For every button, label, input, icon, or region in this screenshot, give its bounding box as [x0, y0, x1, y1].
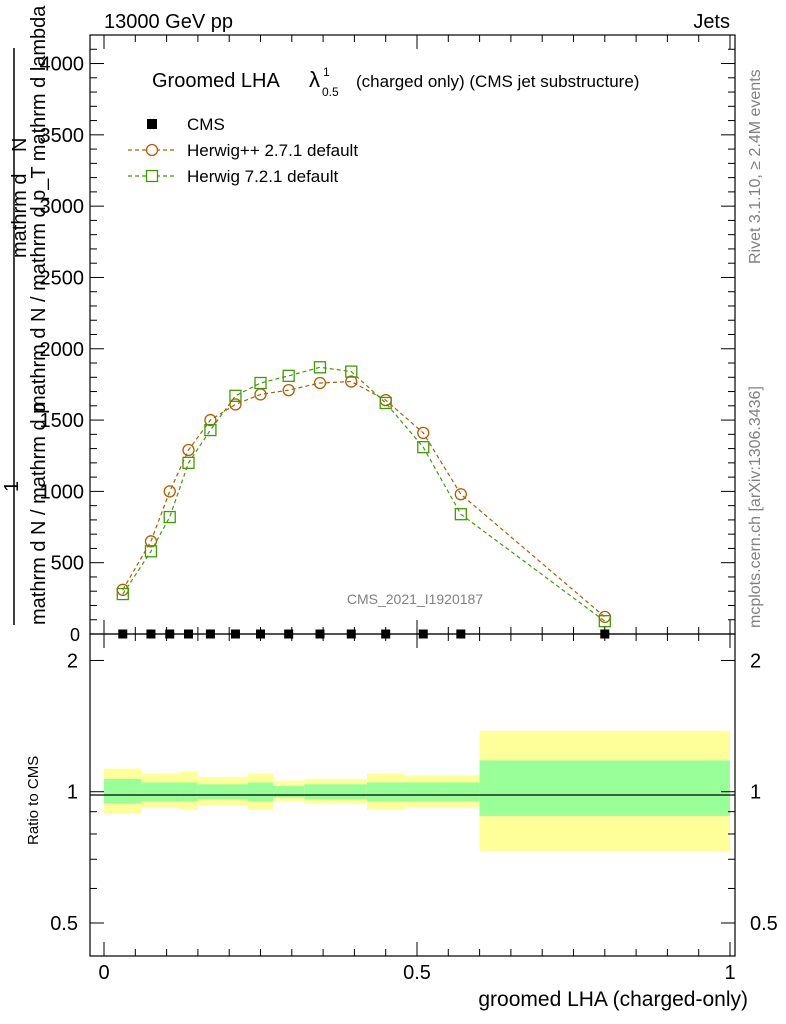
ratio-y-tick-label-right: 0.5 [750, 913, 778, 935]
herwigpp-point [204, 413, 217, 427]
herwig7-point [229, 389, 242, 402]
main-y-tick-label: 3000 [40, 196, 85, 218]
ratio-y-ticks: 0.5 0.5 1 1 2 2 [50, 650, 778, 935]
ratio-plot-frame [89, 633, 736, 957]
title-rest: (charged only) (CMS jet substructure) [356, 72, 639, 91]
legend-label: Herwig 7.2.1 default [187, 167, 338, 186]
main-y-axis-label: mathrm d N mathrm d N / mathrm d p_T mat… [1, 5, 50, 625]
x-tick-label: 1 [724, 962, 735, 984]
herwigpp-point [417, 426, 430, 440]
main-y-tick-label: 1000 [40, 481, 85, 503]
herwig7-point [417, 441, 430, 454]
herwigpp-point [454, 488, 467, 501]
title-lambda: λ [309, 67, 320, 92]
herwig7-point [598, 615, 611, 628]
herwig7-point [313, 361, 327, 374]
header-left-label: 13000 GeV pp [104, 11, 233, 33]
herwig7-point [345, 365, 358, 378]
ratio-band-inner [197, 784, 248, 800]
ratio-y-tick-label: 0.5 [50, 913, 78, 935]
herwig7-point [282, 369, 295, 383]
main-y-tick-label: 1500 [40, 410, 85, 432]
herwigpp-point [144, 535, 158, 548]
herwigpp-point [313, 376, 327, 390]
herwig7-point [116, 587, 129, 601]
ratio-band-inner [141, 782, 180, 802]
ratio-band-inner [104, 778, 142, 804]
x-axis-ticks: 0 0.5 1 [98, 35, 736, 984]
rivet-version-label: Rivet 3.1.10, ≥ 2.4M events [747, 69, 764, 264]
main-y-tick-label-zero: 0 [70, 625, 80, 645]
legend-marker-cms [147, 119, 157, 129]
herwig7-point [254, 376, 267, 390]
ratio-band-inner [366, 782, 405, 802]
ylabel-denom-top: mathrm d N / mathrm d p_T mathrm d lambd… [28, 5, 50, 412]
ratio-band-inner [247, 782, 274, 802]
title-sup: 1 [323, 65, 330, 79]
legend: CMS Herwig++ 2.7.1 default Herwig 7.2.1 de… [128, 115, 358, 186]
herwig7-point [379, 396, 392, 410]
series-line-2 [122, 366, 606, 622]
x-tick-label: 0 [98, 962, 109, 984]
ratio-y-tick-label-right: 2 [750, 650, 761, 672]
ratio-band-inner [442, 782, 480, 802]
herwigpp-point [345, 375, 358, 388]
legend-marker-circle [145, 143, 159, 157]
herwig7-point [182, 456, 195, 470]
header-right-label: Jets [693, 11, 730, 33]
x-axis-label: groomed LHA (charged-only) [478, 988, 748, 1011]
main-y-tick-label: 4000 [40, 54, 85, 76]
ratio-band-inner [404, 782, 443, 802]
main-y-tick-label: 3500 [40, 125, 85, 147]
x-tick-label: 0.5 [403, 962, 431, 984]
main-y-tick-label: 2500 [40, 267, 85, 289]
title-sub: 0.5 [322, 85, 339, 99]
ratio-band-inner [479, 760, 730, 816]
plot-title: Groomed LHA λ 1 0.5 (charged only) (CMS … [152, 65, 639, 99]
legend-label: CMS [187, 115, 225, 134]
main-y-tick-labels: 500 1000 1500 2000 2500 3000 3500 4000 0 [40, 54, 85, 645]
ratio-y-tick-label: 2 [67, 650, 78, 672]
mcplots-label: mcplots.cern.ch [arXiv:1306.3436] [747, 386, 764, 628]
herwigpp-point [182, 443, 195, 457]
series-line-1 [122, 380, 606, 618]
herwig7-point [163, 510, 176, 524]
main-y-tick-label: 2000 [40, 339, 85, 361]
ratio-bands [104, 730, 730, 852]
title-main: Groomed LHA [152, 70, 280, 92]
herwig7-point [204, 423, 217, 437]
herwigpp-point [282, 383, 295, 397]
ylabel-left: mathrm d N / mathrm d p [28, 403, 50, 625]
main-y-ticks [90, 34, 735, 635]
herwigpp-point [598, 610, 611, 624]
ratio-band-inner [273, 786, 305, 798]
ylabel-one: 1 [1, 481, 23, 492]
ratio-band-inner [179, 782, 198, 802]
ratio-y-tick-label: 1 [67, 782, 78, 804]
ratio-band-inner [304, 784, 367, 800]
legend-label: Herwig++ 2.7.1 default [187, 141, 358, 160]
herwig7-point [454, 508, 467, 521]
herwig7-point [144, 545, 158, 558]
main-y-tick-label: 500 [51, 553, 84, 575]
herwigpp-point [229, 398, 242, 411]
ratio-y-axis-label: Ratio to CMS [25, 756, 42, 845]
analysis-watermark: CMS_2021_I1920187 [347, 591, 483, 607]
legend-marker-square [145, 169, 159, 183]
ratio-y-tick-label-right: 1 [750, 782, 761, 804]
herwigpp-point [163, 485, 176, 498]
